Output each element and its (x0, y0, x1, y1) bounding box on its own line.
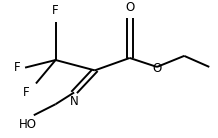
Text: O: O (125, 2, 134, 14)
Text: N: N (70, 95, 78, 108)
Text: F: F (52, 4, 59, 17)
Text: F: F (23, 86, 29, 99)
Text: HO: HO (19, 118, 37, 131)
Text: F: F (14, 61, 21, 74)
Text: O: O (153, 62, 162, 75)
